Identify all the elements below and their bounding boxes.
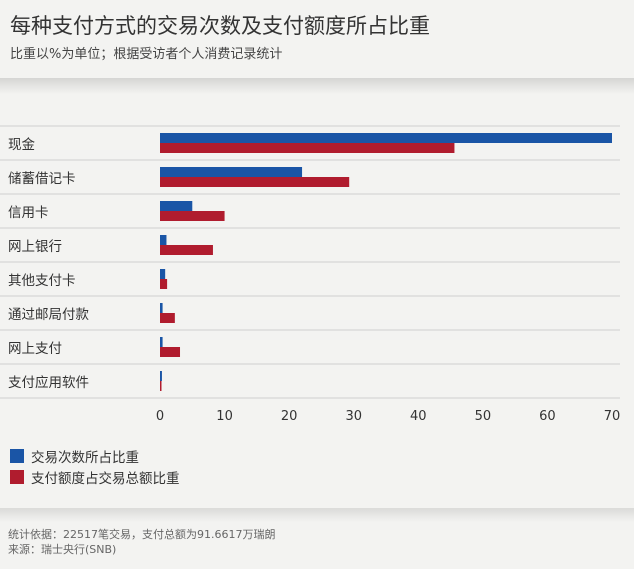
footer-source: 来源：瑞士央行(SNB) xyxy=(8,543,117,556)
category-label: 现金 xyxy=(8,137,35,153)
bar-amount xyxy=(160,381,162,391)
category-label: 通过邮局付款 xyxy=(8,307,89,323)
chart-legend: 交易次数所占比重 支付额度占交易总额比重 xyxy=(10,445,180,487)
x-tick-label: 70 xyxy=(604,409,621,424)
category-label: 网上银行 xyxy=(8,239,62,255)
header-divider xyxy=(0,78,634,94)
category-label: 其他支付卡 xyxy=(8,273,76,289)
legend-item-transactions: 交易次数所占比重 xyxy=(10,445,180,466)
legend-label-amount: 支付额度占交易总额比重 xyxy=(31,470,180,487)
bar-transactions xyxy=(160,235,167,245)
footer-note: 统计依据：22517笔交易，支付总额为91.6617万瑞朗 xyxy=(8,528,276,541)
bar-amount xyxy=(160,279,168,289)
bar-transactions xyxy=(160,337,163,347)
legend-label-transactions: 交易次数所占比重 xyxy=(31,449,139,466)
chart-footer: 统计依据：22517笔交易，支付总额为91.6617万瑞朗 来源：瑞士央行(SN… xyxy=(8,527,275,557)
bar-amount xyxy=(160,347,181,357)
bar-amount xyxy=(160,211,225,221)
bar-amount xyxy=(160,245,213,255)
category-label: 支付应用软件 xyxy=(8,374,89,391)
legend-item-amount: 支付额度占交易总额比重 xyxy=(10,466,180,487)
legend-swatch-blue xyxy=(10,448,24,463)
bar-transactions xyxy=(160,133,612,143)
footer-divider xyxy=(0,508,634,522)
chart-title: 每种支付方式的交易次数及支付额度所占比重 xyxy=(10,14,430,38)
bar-transactions xyxy=(160,167,303,177)
chart-subtitle: 比重以%为单位；根据受访者个人消费记录统计 xyxy=(10,47,283,62)
bar-transactions xyxy=(160,269,166,279)
legend-swatch-red xyxy=(10,469,24,484)
bar-transactions xyxy=(160,201,193,211)
category-label: 网上支付 xyxy=(8,341,62,357)
category-label: 储蓄借记卡 xyxy=(8,171,76,187)
x-tick-label: 40 xyxy=(410,409,427,424)
x-tick-label: 30 xyxy=(345,409,362,424)
bar-amount xyxy=(160,143,455,153)
category-label: 信用卡 xyxy=(8,205,49,221)
x-tick-label: 0 xyxy=(156,409,164,424)
bar-amount xyxy=(160,177,350,187)
bar-transactions xyxy=(160,303,163,313)
x-tick-label: 50 xyxy=(475,409,492,424)
bar-transactions xyxy=(160,371,162,381)
x-tick-label: 60 xyxy=(539,409,556,424)
bar-amount xyxy=(160,313,175,323)
x-tick-label: 10 xyxy=(216,409,233,424)
x-tick-label: 20 xyxy=(281,409,298,424)
chart-header: 每种支付方式的交易次数及支付额度所占比重 比重以%为单位；根据受访者个人消费记录… xyxy=(0,0,634,80)
